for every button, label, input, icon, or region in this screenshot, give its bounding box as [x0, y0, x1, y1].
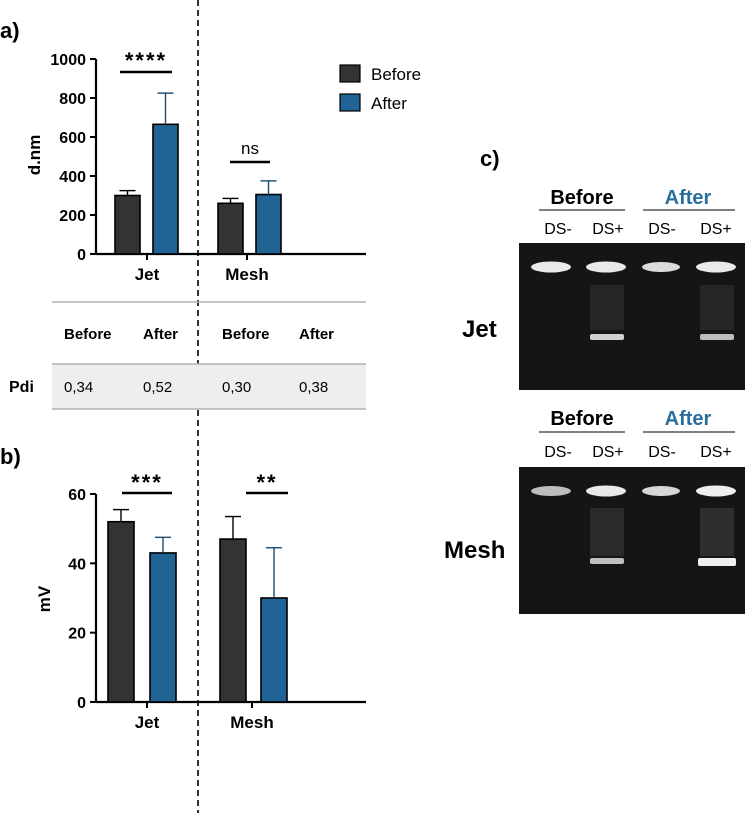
chart-b-bar-before-jet [107, 520, 135, 703]
gel-bottom-header-before: Before [550, 408, 613, 430]
chart-a-y-tick-label: 0 [77, 247, 86, 264]
gel-row-label-mesh: Mesh [444, 537, 505, 564]
chart-b-y-tick-label: 40 [68, 556, 86, 573]
chart-a-bar-before-jet [114, 194, 141, 255]
gel-top-header-after: After [665, 187, 712, 209]
gel-bottom-lane-1: DS- [544, 444, 572, 461]
gel-bottom-header-after: After [665, 408, 712, 430]
chart-a-y-tick-label: 200 [59, 208, 86, 225]
chart-b-y-tick-label: 60 [68, 487, 86, 504]
gel-top-lane-1: DS- [544, 221, 572, 238]
gel-mesh-band-4 [698, 558, 736, 566]
table-cell-jet-before: 0,34 [64, 379, 93, 396]
gel-panel: Before After DS- DS+ DS- DS+ Jet Before … [444, 187, 745, 614]
gel-jet-well-2 [586, 261, 626, 273]
table-row-label-pdi: Pdi [9, 379, 34, 396]
chart-a-y-tick-label: 1000 [50, 52, 86, 69]
chart-a-x-tick-label: Jet [135, 265, 160, 284]
gel-mesh-well-1 [531, 486, 571, 496]
gel-top-lane-2: DS+ [592, 221, 624, 238]
gel-jet-smear-2 [590, 285, 624, 330]
gel-jet-band-4 [700, 334, 734, 340]
chart-b-y-tick-label: 20 [68, 626, 86, 643]
legend-after-label: After [371, 94, 407, 113]
chart-a-y-axis-title: d.nm [25, 135, 44, 176]
chart-a-y-tick-label: 800 [59, 91, 86, 108]
chart-a-bar-before-mesh [217, 202, 244, 255]
gel-bottom-lane-3: DS- [648, 444, 676, 461]
legend-before-swatch [339, 64, 361, 83]
chart-b-significance-label: ** [256, 470, 277, 495]
legend-before-label: Before [371, 65, 421, 84]
gel-mesh-smear-4 [700, 508, 734, 556]
pdi-table: Before After Before After Pdi 0,34 0,52 … [9, 301, 366, 410]
chart-b-x-tick-label: Jet [135, 713, 160, 732]
chart-a-y-tick-label: 400 [59, 169, 86, 186]
gel-mesh-well-2 [586, 485, 626, 497]
panel-label-b: b) [0, 444, 21, 469]
gel-bottom-lane-4: DS+ [700, 444, 732, 461]
chart-a-y-tick-label: 600 [59, 130, 86, 147]
table-header-jet-before: Before [64, 326, 112, 343]
legend-after-swatch [339, 93, 361, 112]
gel-mesh-smear-2 [590, 508, 624, 556]
table-value-band [52, 364, 366, 409]
panel-label-c: c) [480, 146, 500, 171]
gel-jet-well-4 [696, 261, 736, 273]
chart-b-bar-after-jet [149, 552, 177, 703]
gel-jet-band-2 [590, 334, 624, 340]
gel-bottom-lane-2: DS+ [592, 444, 624, 461]
gel-mesh-band-2 [590, 558, 624, 564]
chart-a-significance-label: ns [241, 139, 259, 158]
chart-b-x-tick-label: Mesh [230, 713, 273, 732]
chart-a-x-tick-label: Mesh [225, 265, 268, 284]
table-header-mesh-after: After [299, 326, 334, 343]
gel-jet-smear-4 [700, 285, 734, 330]
chart-a-hydrodynamic-size: d.nm 0 200 400 600 800 1000 Jet Mesh **** ns [25, 48, 366, 284]
chart-b-bar-after-mesh [260, 597, 288, 703]
panel-label-a: a) [0, 18, 20, 43]
chart-a-bar-after-jet [152, 123, 179, 255]
gel-top-header-before: Before [550, 187, 613, 209]
gel-top-lane-3: DS- [648, 221, 676, 238]
chart-a-bar-after-mesh [255, 193, 282, 255]
legend: Before After [339, 64, 421, 113]
chart-b-y-axis-title: mV [35, 585, 54, 612]
gel-mesh-well-4 [696, 485, 736, 497]
gel-jet-well-3 [642, 262, 680, 272]
table-cell-mesh-before: 0,30 [222, 379, 251, 396]
chart-b-y-tick-label: 0 [77, 695, 86, 712]
table-cell-mesh-after: 0,38 [299, 379, 328, 396]
gel-top-lane-4: DS+ [700, 221, 732, 238]
gel-mesh-well-3 [642, 486, 680, 496]
chart-a-significance-label: **** [125, 48, 167, 73]
gel-row-label-jet: Jet [462, 316, 497, 343]
table-header-mesh-before: Before [222, 326, 270, 343]
table-cell-jet-after: 0,52 [143, 379, 172, 396]
table-header-jet-after: After [143, 326, 178, 343]
gel-jet-well-1 [531, 261, 571, 273]
chart-b-significance-label: *** [131, 470, 163, 495]
chart-b-bar-before-mesh [219, 538, 247, 703]
